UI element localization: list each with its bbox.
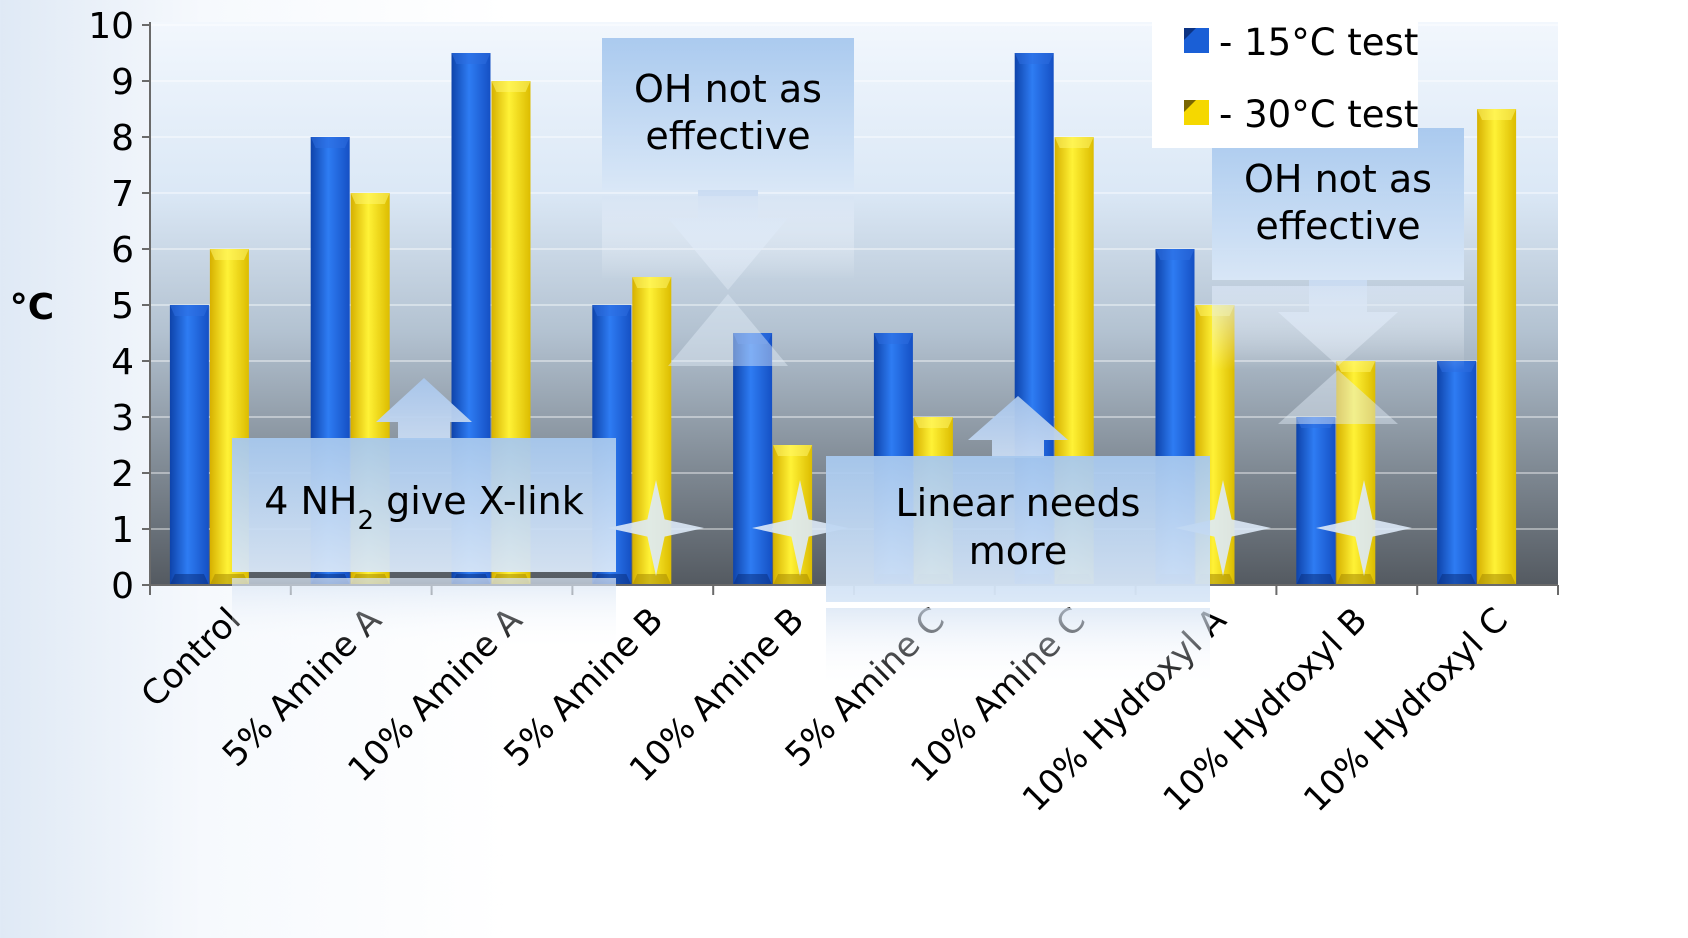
oh-callout-2-text: OH not as	[1244, 157, 1432, 201]
bar-top	[632, 277, 672, 288]
y-tick-label: 3	[111, 398, 134, 439]
legend: - 15°C test - 30°C test	[1152, 16, 1418, 148]
bar-15c	[169, 305, 209, 585]
legend-item: - 30°C test	[1184, 93, 1418, 136]
bar-30c	[209, 249, 249, 585]
y-tick-label: 9	[111, 62, 134, 103]
sparkle-icon	[1316, 480, 1412, 576]
bar-face	[1437, 361, 1477, 585]
bar-top	[1054, 137, 1094, 148]
nh2-callout	[232, 438, 616, 572]
bar-top	[873, 333, 913, 344]
oh-callout-1-reflection	[602, 196, 854, 280]
bar-top	[350, 193, 390, 204]
linear-callout	[826, 456, 1210, 602]
y-tick-label: 7	[111, 174, 134, 215]
bar-top	[1477, 109, 1517, 120]
bar-base	[1296, 574, 1336, 585]
sparkle-icon	[752, 480, 848, 576]
oh-callout-1-arrow-reflection	[668, 294, 788, 366]
bar-15c	[733, 333, 773, 585]
nh2-callout-arrow	[376, 378, 472, 440]
y-tick-label: 10	[88, 6, 134, 47]
bar-base	[632, 574, 672, 585]
bar-top	[733, 333, 773, 344]
oh-callout-1-text: effective	[645, 114, 810, 158]
y-tick-label: 4	[111, 342, 134, 383]
category-label: Control	[134, 600, 249, 715]
oh-callout-2-text: effective	[1255, 204, 1420, 248]
bar-top	[310, 137, 350, 148]
oh-callout-2	[1212, 128, 1464, 280]
bar-face	[1477, 109, 1517, 585]
legend-label: - 15°C test	[1219, 21, 1418, 64]
linear-callout-text: more	[969, 529, 1067, 573]
bar-15c	[1296, 417, 1336, 585]
y-axis-unit-label: °C	[10, 287, 54, 328]
y-tick-label: 6	[111, 230, 134, 271]
bar-top	[913, 417, 953, 428]
bar-top	[773, 445, 813, 456]
bar-base	[733, 574, 773, 585]
bar-30c	[1477, 109, 1517, 585]
nh2-callout-text: 4 NH2 give X-link	[264, 479, 584, 536]
legend-swatch-shade	[1184, 28, 1196, 40]
linear-callout-text: Linear needs	[896, 481, 1141, 525]
bar-base	[773, 574, 813, 585]
bar-face	[169, 305, 209, 585]
y-axis: 0 1 2 3 4 5 6 7 8 9 10 °C	[10, 6, 151, 607]
bar-base	[169, 574, 209, 585]
bar-15c	[1437, 361, 1477, 585]
bar-base	[1437, 574, 1477, 585]
legend-swatch-shade	[1184, 100, 1196, 112]
nh2-callout-reflection	[232, 578, 616, 652]
bar-face	[733, 333, 773, 585]
bar-base	[1477, 574, 1517, 585]
y-tick-label: 5	[111, 286, 134, 327]
bar-top	[451, 53, 491, 64]
bar-top	[491, 81, 531, 92]
bar-top	[169, 305, 209, 316]
oh-callout-1	[602, 38, 854, 190]
sparkle-icon	[1175, 480, 1271, 576]
bar-top	[209, 249, 249, 260]
bar-top	[1014, 53, 1054, 64]
oh-callout-2-reflection	[1212, 286, 1464, 370]
legend-label: - 30°C test	[1219, 93, 1418, 136]
bar-top	[1296, 417, 1336, 428]
bar-top	[1155, 249, 1195, 260]
bar-top	[592, 305, 632, 316]
y-tick-label: 0	[111, 566, 134, 607]
sparkle-icon	[608, 480, 704, 576]
oh-callout-1-text: OH not as	[634, 67, 822, 111]
oh-callout-2-arrow-reflection	[1278, 370, 1398, 424]
y-tick-label: 2	[111, 454, 134, 495]
linear-callout-arrow	[968, 396, 1068, 458]
bar-base	[1336, 574, 1376, 585]
linear-callout-reflection	[826, 608, 1210, 689]
bar-face	[1296, 417, 1336, 585]
y-tick-label: 8	[111, 118, 134, 159]
legend-item: - 15°C test	[1184, 21, 1418, 64]
y-tick-label: 1	[111, 510, 134, 551]
